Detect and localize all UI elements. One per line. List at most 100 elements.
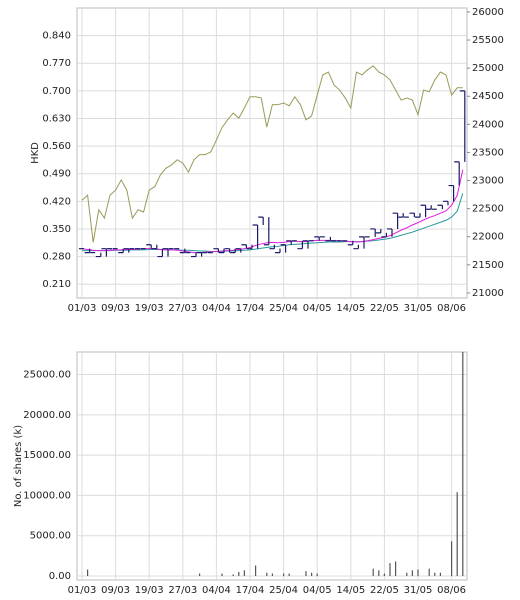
price-tick	[235, 248, 242, 253]
bar	[456, 492, 458, 576]
bar	[434, 572, 436, 576]
bar	[266, 572, 268, 576]
price-tick	[454, 161, 460, 186]
price-tick	[258, 216, 264, 226]
y-tick-label: 0.700	[42, 86, 71, 97]
y-axis-title: HKD	[30, 142, 41, 164]
price-tick	[151, 244, 158, 250]
bar	[389, 563, 391, 576]
price-tick	[84, 248, 91, 254]
price-tick	[179, 248, 186, 254]
bar	[411, 570, 413, 576]
y-tick-label: 5000.00	[30, 531, 71, 542]
x-tick-label: 09/03	[101, 585, 130, 596]
y2-tick-label: 26000	[472, 7, 504, 18]
x-tick-label: 14/05	[336, 585, 365, 596]
price-tick	[448, 184, 455, 202]
bar	[238, 571, 240, 576]
price-tick	[303, 240, 309, 249]
price-tick	[420, 204, 427, 218]
price-tick	[241, 244, 247, 249]
bar	[283, 573, 285, 576]
price-tick	[459, 90, 466, 162]
price-tick	[224, 248, 231, 253]
x-tick-label: 22/05	[370, 303, 399, 314]
bar	[255, 565, 257, 576]
bar	[428, 568, 430, 576]
price-tick	[370, 228, 376, 237]
bar	[271, 573, 273, 576]
y2-tick-label: 25000	[472, 63, 504, 74]
price-tick	[118, 248, 124, 254]
x-tick-label: 25/04	[269, 585, 298, 596]
price-tick	[263, 217, 270, 246]
y-tick-label: 20000.00	[23, 410, 71, 421]
price-tick	[347, 240, 354, 246]
x-tick-label: 04/05	[303, 585, 332, 596]
price-tick	[196, 252, 203, 257]
y-axis-title: No. of shares (k)	[13, 425, 24, 507]
x-tick-label: 31/05	[404, 585, 433, 596]
price-tick	[415, 213, 421, 218]
x-tick-label: 09/03	[101, 303, 130, 314]
bar	[383, 573, 385, 576]
x-tick-label: 31/05	[404, 303, 433, 314]
y2-tick-label: 22500	[472, 204, 504, 215]
bar	[305, 571, 307, 576]
y-tick-label: 0.210	[42, 279, 71, 290]
x-tick-label: 14/05	[336, 303, 365, 314]
price-tick	[387, 228, 393, 237]
bar	[199, 573, 201, 576]
price-tick	[314, 236, 320, 241]
price-tick	[146, 244, 152, 249]
x-tick-label: 27/03	[168, 585, 197, 596]
price-tick	[398, 213, 404, 218]
bar	[439, 572, 441, 576]
x-tick-label: 08/06	[437, 585, 466, 596]
y-tick-label: 0.420	[42, 196, 71, 207]
x-tick-label: 08/06	[437, 303, 466, 314]
x-tick-label: 22/05	[370, 585, 399, 596]
price-tick	[275, 248, 281, 254]
price-tick	[325, 236, 331, 242]
x-tick-label: 27/03	[168, 303, 197, 314]
bar	[311, 572, 313, 576]
price-tick	[230, 248, 236, 254]
y-tick-label: 0.280	[42, 252, 71, 263]
price-tick	[286, 240, 292, 245]
price-tick	[426, 205, 432, 210]
bar	[406, 572, 408, 576]
series-line	[81, 65, 463, 243]
x-tick-label: 19/03	[135, 585, 164, 596]
price-tick	[252, 224, 259, 249]
bar	[462, 352, 464, 576]
price-tick	[101, 248, 107, 257]
y2-tick-label: 21500	[472, 260, 504, 271]
price-tick	[213, 248, 219, 253]
price-tick	[247, 244, 253, 250]
bar	[316, 573, 318, 576]
bar	[378, 570, 380, 576]
y-tick-label: 0.630	[42, 113, 71, 124]
price-tick	[191, 252, 197, 258]
y-tick-label: 10000.00	[23, 490, 71, 501]
x-tick-label: 04/05	[303, 303, 332, 314]
price-tick	[353, 244, 359, 250]
y2-tick-label: 24500	[472, 91, 504, 102]
x-tick-label: 17/04	[236, 303, 265, 314]
bar	[232, 574, 234, 576]
y2-tick-label: 25500	[472, 35, 504, 46]
y-tick-label: 0.840	[42, 31, 71, 42]
price-tick	[437, 204, 443, 210]
series-line	[82, 193, 464, 252]
y-tick-label: 0.00	[49, 571, 71, 582]
plot-area	[76, 7, 468, 299]
price-tick	[297, 240, 303, 250]
y2-tick-label: 23500	[472, 147, 504, 158]
price-tick	[280, 244, 287, 253]
price-tick	[95, 252, 102, 258]
y-tick-label: 0.770	[42, 58, 71, 69]
price-tick	[409, 212, 415, 218]
bar	[243, 570, 245, 576]
